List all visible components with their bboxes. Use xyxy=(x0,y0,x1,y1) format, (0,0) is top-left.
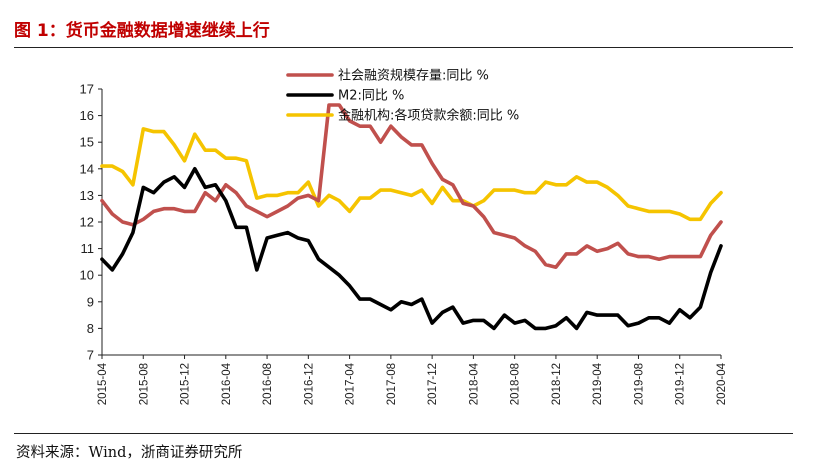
title-rule xyxy=(14,47,793,48)
y-tick-label: 11 xyxy=(81,241,95,256)
y-tick-label: 14 xyxy=(80,161,94,176)
chart-axes: 7 8 9 10 11 12 13 14 15 16 17 2015-04 2015-08 2015-12… xyxy=(80,82,728,406)
series-line-3 xyxy=(100,127,723,222)
x-tick-label: 2019-08 xyxy=(633,363,645,405)
chart-series xyxy=(100,103,723,331)
source-note: 资料来源：Wind，浙商证券研究所 xyxy=(16,445,243,461)
legend-label-2: M2:同比 % xyxy=(338,89,404,104)
y-tick-label: 15 xyxy=(80,135,94,150)
x-tick-label: 2015-12 xyxy=(180,363,192,405)
y-tick-label: 8 xyxy=(87,321,94,336)
y-tick-label: 17 xyxy=(80,82,94,97)
y-tick-label: 12 xyxy=(80,215,94,230)
x-tick-label: 2017-08 xyxy=(386,363,398,405)
x-tick-label: 2017-12 xyxy=(427,363,439,405)
series-line-1 xyxy=(100,103,723,269)
line-chart: 7 8 9 10 11 12 13 14 15 16 17 2015-04 2015-08 2015-12… xyxy=(80,68,728,406)
x-tick-label: 2016-12 xyxy=(303,363,315,405)
x-tick-label: 2016-08 xyxy=(262,363,274,405)
x-tick-label: 2017-04 xyxy=(345,362,357,405)
x-tick-label: 2015-04 xyxy=(97,362,109,405)
x-tick-label: 2018-04 xyxy=(468,362,480,405)
x-tick-label: 2018-12 xyxy=(551,363,563,405)
y-tick-label: 13 xyxy=(80,188,94,203)
legend-label-1: 社会融资规模存量:同比 % xyxy=(338,68,489,84)
x-tick-label: 2020-04 xyxy=(716,362,728,405)
x-tick-label: 2019-12 xyxy=(675,363,687,405)
x-tick-label: 2019-04 xyxy=(592,362,604,405)
y-tick-label: 9 xyxy=(87,294,94,309)
y-tick-label: 16 xyxy=(80,108,94,123)
chart-legend: 社会融资规模存量:同比 % M2:同比 % 金融机构:各项贷款余额:同比 % xyxy=(286,68,519,124)
x-tick-label: 2015-08 xyxy=(138,363,150,405)
y-tick-label: 10 xyxy=(80,268,94,283)
x-tick-label: 2016-04 xyxy=(221,362,233,405)
y-tick-label: 7 xyxy=(87,348,94,363)
chart-title: 图 1：货币金融数据增速继续上行 xyxy=(14,21,270,41)
legend-label-3: 金融机构:各项贷款余额:同比 % xyxy=(338,108,519,124)
source-rule xyxy=(14,433,793,434)
series-line-2 xyxy=(100,167,723,331)
x-tick-label: 2018-08 xyxy=(510,363,522,405)
